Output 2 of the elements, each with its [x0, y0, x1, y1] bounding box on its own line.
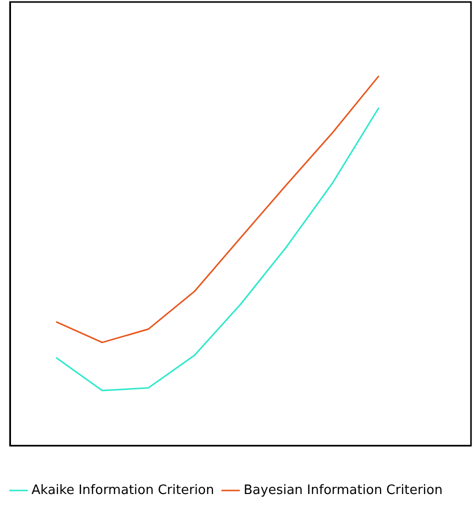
legend-label: Bayesian Information Criterion: [244, 482, 443, 498]
legend-label: Akaike Information Criterion: [32, 482, 214, 498]
